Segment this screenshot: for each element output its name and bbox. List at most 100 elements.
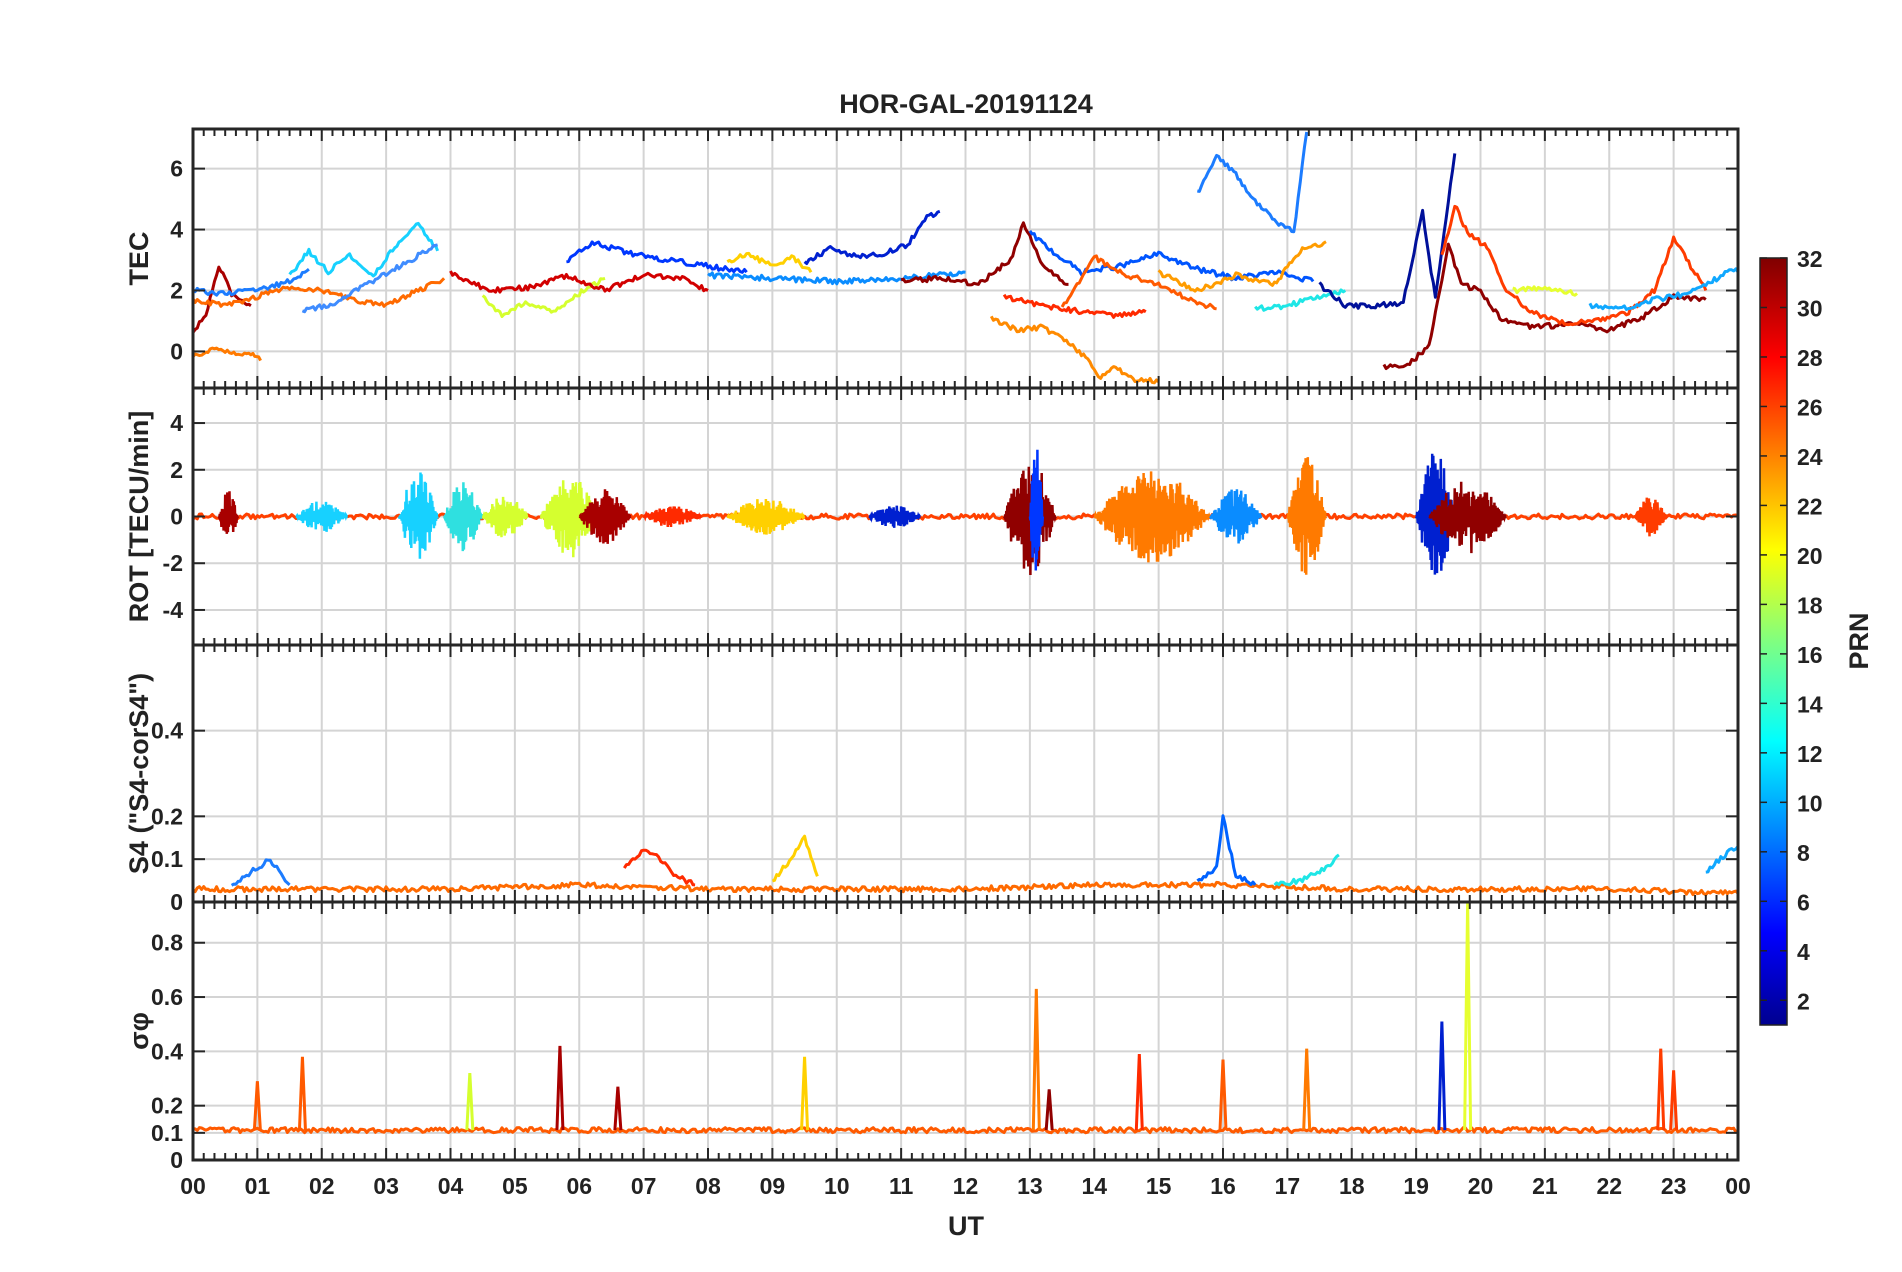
y-tick-label: 0 (170, 338, 183, 364)
sigma-spike (1218, 1059, 1228, 1131)
y-tick-label: 0.4 (151, 1038, 183, 1064)
colorbar: 32 30 28 26 24 22 20 18 16 14 12 10 8 6 4 2 PRN (1759, 246, 1874, 1026)
rot-burst (643, 506, 702, 528)
series-line (1273, 853, 1340, 887)
x-tick-label: 10 (824, 1173, 850, 1199)
y-axis-label: ROT [TECU/min] (124, 411, 154, 622)
x-tick-label: 03 (373, 1173, 399, 1199)
series-line (1197, 131, 1309, 234)
panel-data (193, 449, 1738, 576)
series-line (726, 251, 813, 273)
x-tick-label: 09 (760, 1173, 786, 1199)
sigma-spike (1463, 902, 1473, 1131)
x-tick-label: 06 (566, 1173, 592, 1199)
series-line (481, 276, 606, 318)
y-axis-label: σφ (124, 1012, 154, 1050)
series-line (193, 268, 310, 297)
series-line (1002, 293, 1147, 319)
panel-data (193, 814, 1738, 897)
series-line (1440, 204, 1708, 327)
series-line (566, 240, 748, 274)
y-tick-label: 0.1 (151, 1120, 183, 1146)
series-line (1318, 153, 1457, 310)
x-tick-label: 14 (1081, 1173, 1107, 1199)
sigma-spike (1669, 1070, 1679, 1131)
series-line (1588, 267, 1738, 311)
x-tick-label: 22 (1596, 1173, 1622, 1199)
colorbar-tick-label: 10 (1797, 790, 1823, 816)
panel-data (193, 902, 1738, 1135)
series-line (1028, 230, 1315, 283)
y-tick-label: 0.1 (151, 846, 183, 872)
panel-rot: -4 -2 0 2 4 ROT [TECU/min] (124, 386, 1740, 647)
rot-burst (1209, 489, 1263, 544)
x-tick-label: 16 (1210, 1173, 1236, 1199)
series-line (193, 265, 252, 334)
panel-sigma_phi: 00.10.2 0.4 0.6 0.8 σφ (124, 900, 1740, 1173)
sigma-spike (1044, 1089, 1054, 1131)
y-tick-label: 0.6 (151, 984, 183, 1010)
colorbar-label: PRN (1844, 612, 1874, 669)
rot-burst (578, 489, 632, 544)
series-line (449, 270, 709, 294)
sigma-spike (1302, 1048, 1312, 1131)
colorbar-tick-label: 26 (1797, 394, 1823, 420)
series-line (1196, 814, 1257, 887)
colorbar-tick-label: 8 (1797, 840, 1810, 866)
x-tick-label: 23 (1661, 1173, 1687, 1199)
rot-burst (1003, 466, 1057, 576)
x-tick-label: 11 (889, 1173, 914, 1199)
x-tick-label: 05 (502, 1173, 528, 1199)
sigma-spike (465, 1073, 475, 1131)
series-line (301, 243, 439, 314)
colorbar-tick-label: 14 (1797, 691, 1823, 717)
x-tick-label: 15 (1146, 1173, 1172, 1199)
y-tick-label: 0.8 (151, 930, 183, 956)
rot-burst (1634, 497, 1669, 537)
colorbar-tick-label: 18 (1797, 592, 1823, 618)
series-line (1382, 242, 1707, 370)
y-axis-label: S4 ("S4-corS4") (124, 673, 154, 874)
x-tick-label: 00 (1725, 1173, 1751, 1199)
y-tick-label: -4 (163, 597, 184, 623)
colorbar-ticks: 32 30 28 26 24 22 20 18 16 14 12 10 8 6 4 2 (1760, 246, 1823, 1014)
x-tick-label: 04 (438, 1173, 464, 1199)
rot-burst (1414, 453, 1457, 575)
rot-burst (868, 505, 921, 528)
x-tick-label: 08 (695, 1173, 721, 1199)
x-tick-label: 07 (631, 1173, 657, 1199)
series-line (1512, 285, 1579, 297)
series-line (989, 315, 1160, 385)
colorbar-tick-label: 16 (1797, 642, 1823, 668)
series-line (900, 221, 1069, 287)
colorbar-tick-label: 12 (1797, 741, 1823, 767)
colorbar-tick-label: 30 (1797, 295, 1823, 321)
sigma-spike (1437, 1021, 1447, 1131)
sigma-spike (297, 1056, 307, 1131)
colorbar-tick-label: 6 (1797, 889, 1810, 915)
series-line (193, 880, 1738, 897)
sigma-spike (252, 1081, 262, 1131)
x-tick-label: 21 (1532, 1173, 1558, 1199)
colorbar-tick-label: 22 (1797, 493, 1823, 519)
series-line (1705, 845, 1738, 874)
series-line (193, 1126, 1738, 1135)
series-line (771, 834, 819, 883)
x-tick-label: 13 (1017, 1173, 1043, 1199)
series-line (803, 209, 941, 265)
y-tick-label: 2 (170, 457, 183, 483)
series-line (288, 221, 440, 278)
rot-burst (539, 480, 600, 558)
rot-burst (1028, 449, 1045, 571)
series-line (1060, 254, 1217, 311)
x-tick-label: 18 (1339, 1173, 1365, 1199)
series-line (230, 858, 291, 887)
series-line (193, 346, 262, 362)
y-tick-label: 0 (170, 1147, 183, 1173)
x-tick-label: 00 (180, 1173, 206, 1199)
sigma-spike (555, 1045, 565, 1131)
chart-title: HOR-GAL-20191124 (839, 89, 1093, 119)
x-axis-label: UT (948, 1211, 984, 1241)
sigma-spike (800, 1056, 810, 1131)
